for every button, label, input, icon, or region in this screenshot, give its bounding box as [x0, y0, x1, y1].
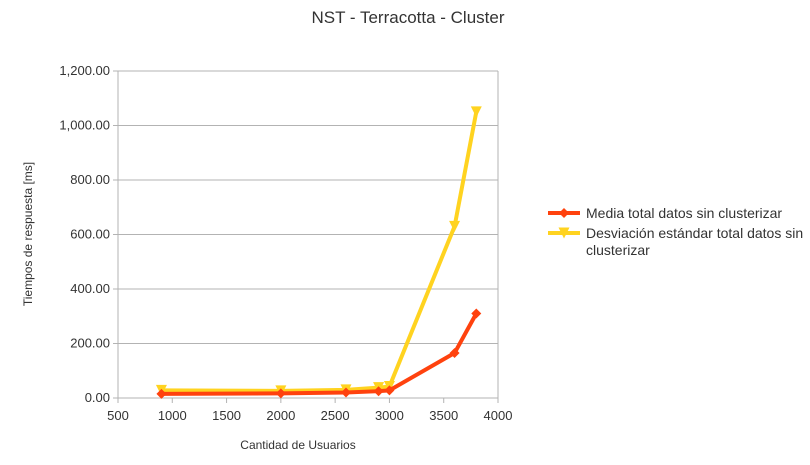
axes	[113, 70, 499, 403]
y-tick-labels: 0.00 200.00 400.00 600.00 800.00 1,000.00 1,20…	[59, 63, 110, 405]
y-tick-label: 800.00	[70, 172, 110, 187]
legend-marker	[559, 208, 569, 218]
data-point	[341, 387, 351, 398]
x-tick-labels: 500 1000 1500 2000 2500 3000 3500 4000	[107, 408, 512, 423]
legend: Media total datos sin clusterizar Desviac…	[548, 205, 803, 258]
series	[155, 106, 482, 399]
grid	[118, 70, 498, 399]
y-tick-label: 600.00	[70, 227, 110, 242]
y-tick-label: 400.00	[70, 281, 110, 296]
data-point	[449, 348, 460, 359]
series-line	[159, 109, 479, 393]
data-point	[449, 220, 461, 232]
series-1	[156, 308, 482, 399]
data-point	[275, 388, 286, 399]
x-tick-label: 2000	[266, 408, 295, 423]
legend-marker	[558, 227, 570, 239]
y-tick-label: 1,200.00	[59, 63, 110, 78]
x-tick-label: 1000	[158, 408, 187, 423]
x-tick-label: 2500	[321, 408, 350, 423]
x-tick-label: 500	[107, 408, 129, 423]
y-tick-label: 0.00	[85, 390, 110, 405]
series-line	[159, 311, 479, 396]
data-point	[471, 308, 482, 319]
legend-label: Desviación estándar total datos sin clust…	[586, 225, 803, 258]
chart-title: NST - Terracotta - Cluster	[311, 8, 504, 27]
data-point	[373, 386, 384, 397]
x-axis-label: Cantidad de Usuarios	[240, 438, 355, 452]
legend-item-1: Media total datos sin clusterizar	[548, 205, 782, 221]
x-tick-label: 3000	[375, 408, 404, 423]
y-tick-label: 1,000.00	[59, 118, 110, 133]
y-tick-label: 200.00	[70, 336, 110, 351]
y-axis-label: Tiempos de respuesta [ms]	[21, 162, 35, 306]
data-point	[156, 388, 167, 399]
legend-label: Media total datos sin clusterizar	[586, 205, 782, 221]
legend-item-2: Desviación estándar total datos sin clust…	[548, 225, 803, 258]
data-point	[470, 106, 482, 118]
x-tick-label: 3500	[429, 408, 458, 423]
series-2	[155, 106, 482, 397]
data-point	[384, 385, 395, 396]
x-tick-label: 4000	[484, 408, 513, 423]
x-tick-label: 1500	[212, 408, 241, 423]
